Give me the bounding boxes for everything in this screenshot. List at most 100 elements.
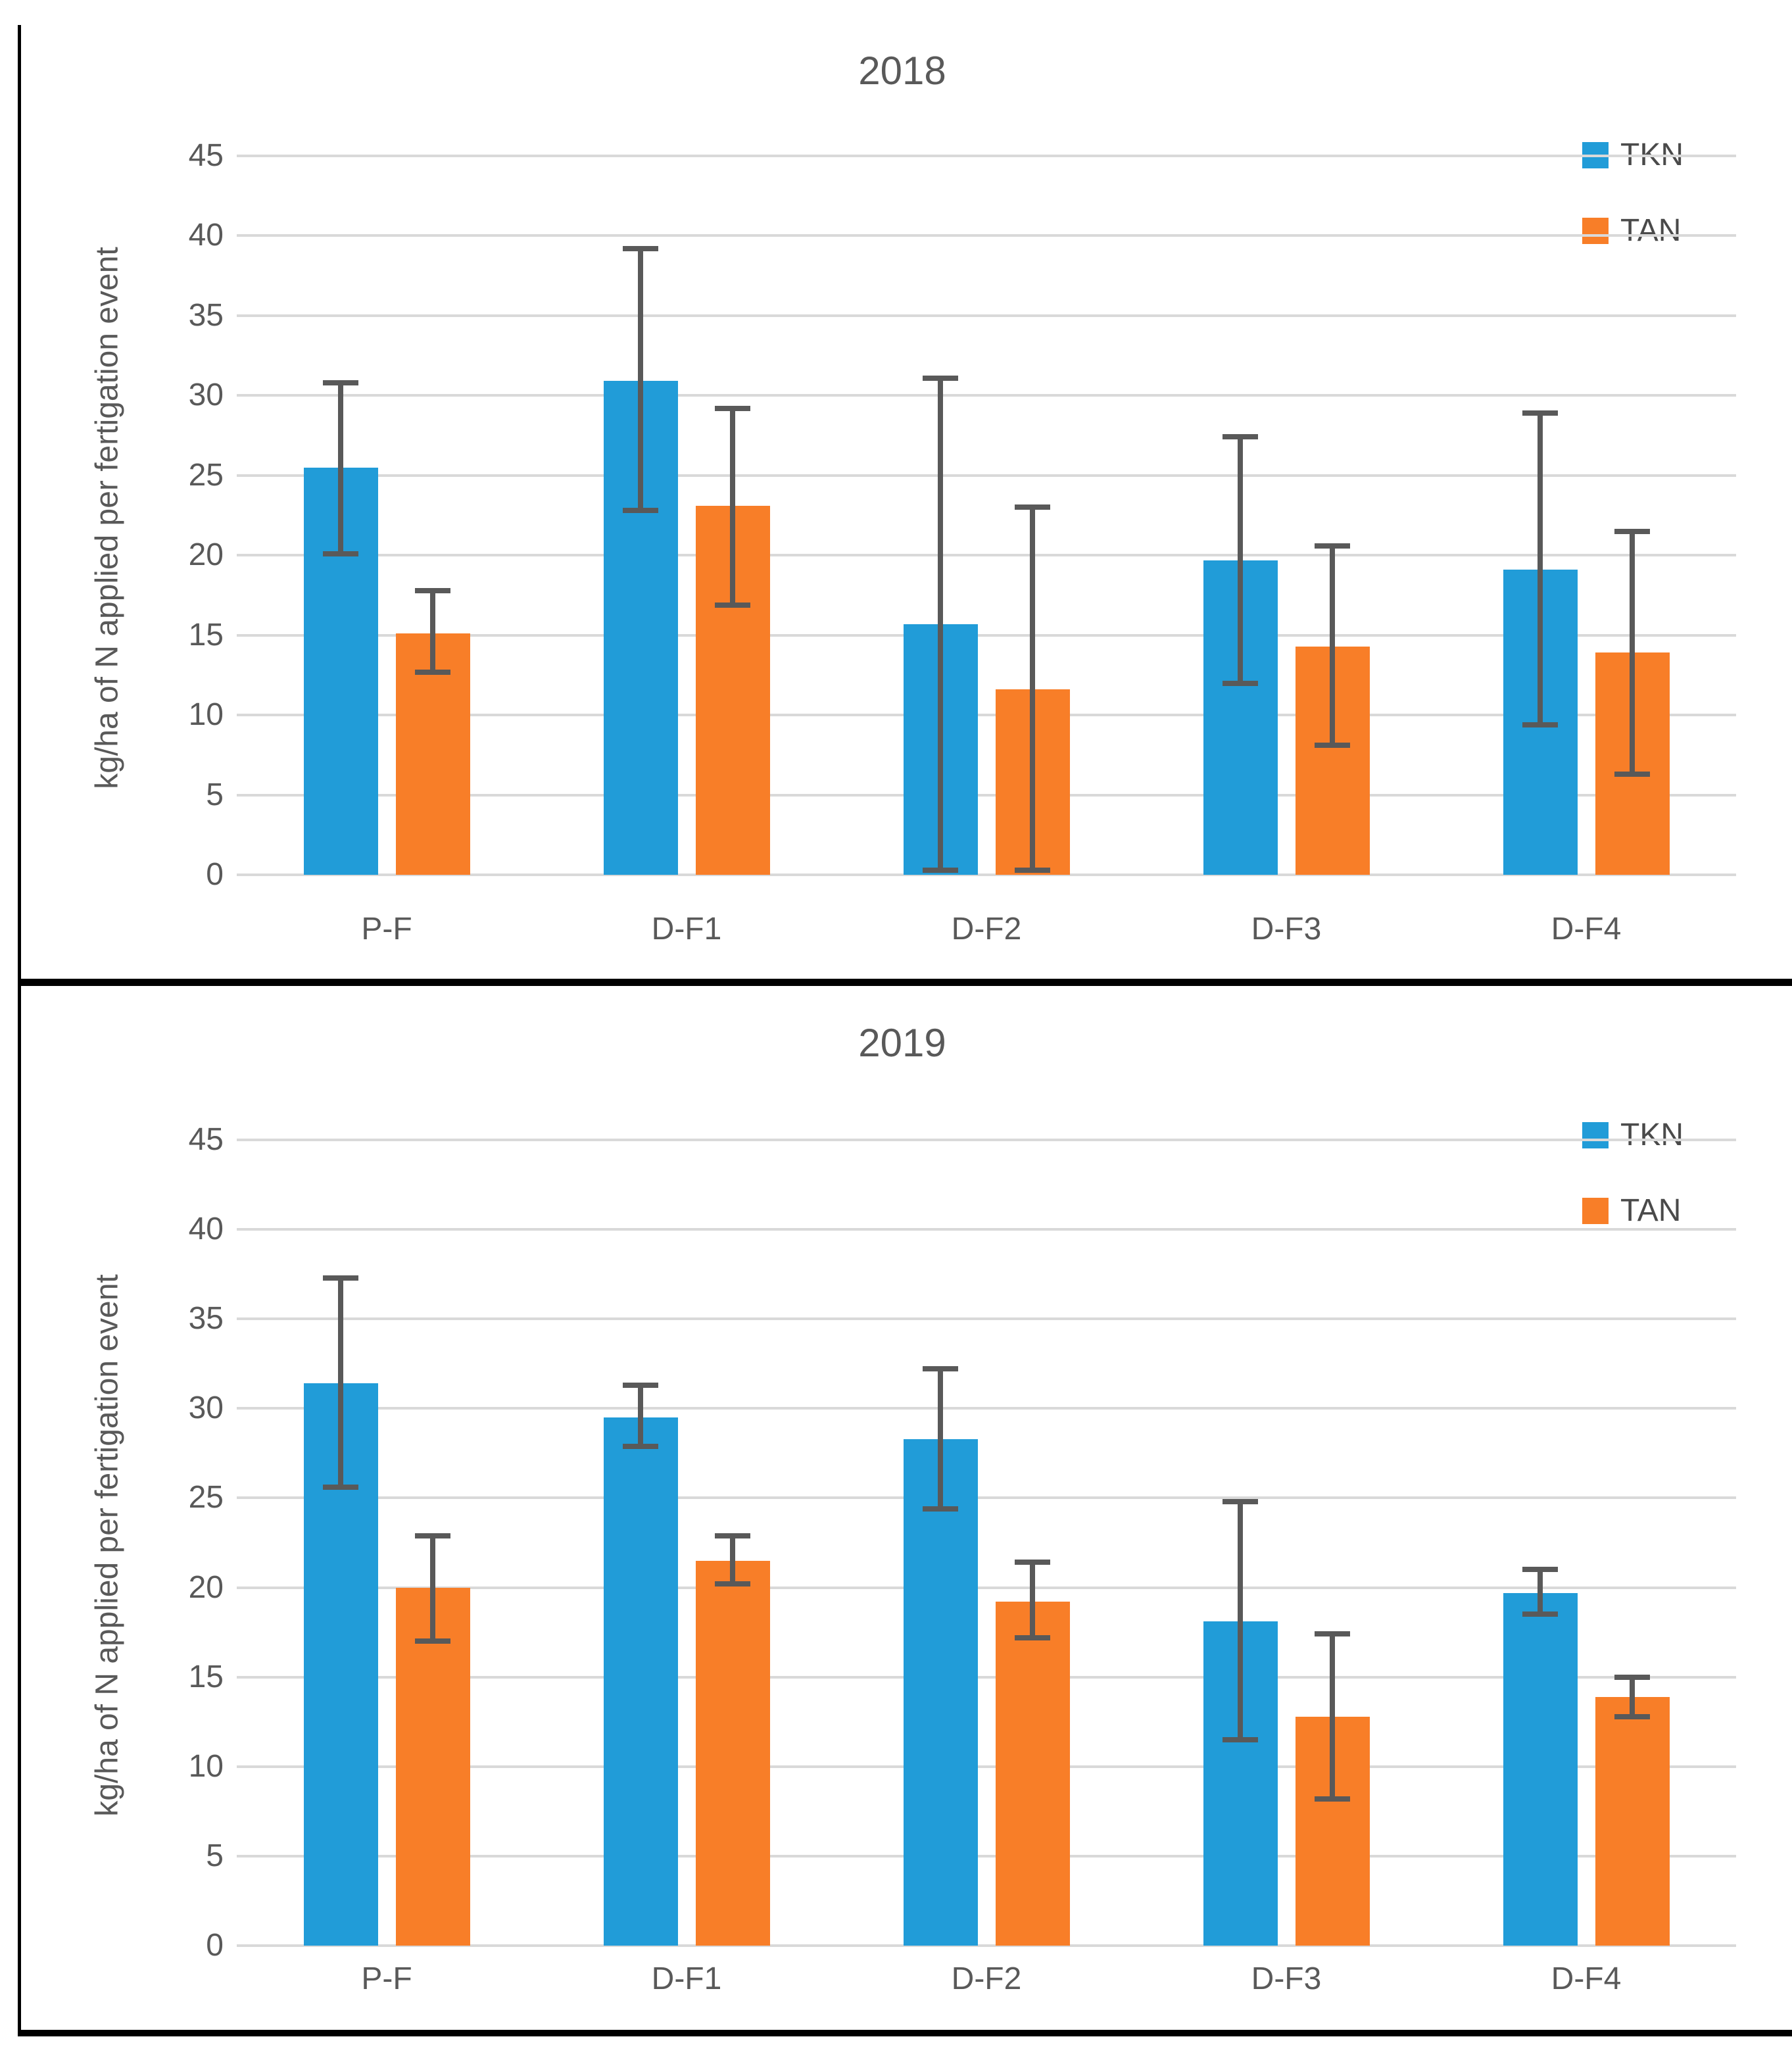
y-tick-label: 25 bbox=[188, 457, 224, 493]
legend-swatch-tan-icon bbox=[1582, 1198, 1609, 1224]
gridline-35 bbox=[237, 314, 1736, 317]
error-bar-tan-D-F3 bbox=[1330, 545, 1335, 746]
y-tick-label: 45 bbox=[188, 1122, 224, 1157]
error-cap-bottom-tan-D-F2 bbox=[1015, 1635, 1050, 1640]
error-cap-top-tkn-D-F3 bbox=[1223, 434, 1258, 440]
error-cap-bottom-tan-D-F3 bbox=[1315, 743, 1350, 749]
error-cap-bottom-tkn-D-F4 bbox=[1522, 1611, 1558, 1617]
gridline-15 bbox=[237, 1675, 1736, 1679]
error-cap-bottom-tkn-P-F bbox=[323, 551, 358, 556]
error-cap-top-tan-D-F2 bbox=[1015, 1560, 1050, 1565]
error-cap-top-tkn-P-F bbox=[323, 380, 358, 385]
gridline-45 bbox=[237, 1139, 1736, 1141]
y-tick-label: 15 bbox=[188, 1659, 224, 1694]
chart-title-2018: 2018 bbox=[858, 49, 946, 93]
error-cap-bottom-tan-P-F bbox=[415, 669, 450, 675]
legend-label-tan: TAN bbox=[1620, 213, 1682, 248]
error-bar-tan-D-F2 bbox=[1030, 1562, 1035, 1638]
error-cap-bottom-tkn-D-F2 bbox=[923, 1506, 958, 1512]
error-bar-tkn-D-F2 bbox=[938, 378, 943, 870]
error-bar-tan-P-F bbox=[430, 590, 435, 672]
gridline-20 bbox=[237, 554, 1736, 557]
y-tick-label: 20 bbox=[188, 537, 224, 573]
legend-swatch-tkn-icon bbox=[1582, 1122, 1609, 1148]
error-cap-bottom-tkn-D-F1 bbox=[623, 508, 658, 514]
legend-swatch-tan-icon bbox=[1582, 218, 1609, 244]
error-bar-tkn-P-F bbox=[338, 1277, 343, 1488]
error-cap-bottom-tan-D-F2 bbox=[1015, 867, 1050, 873]
x-category-label: D-F1 bbox=[651, 912, 722, 947]
error-cap-bottom-tkn-D-F3 bbox=[1223, 680, 1258, 686]
error-bar-tkn-P-F bbox=[338, 382, 343, 554]
gridline-10 bbox=[237, 714, 1736, 717]
error-cap-top-tkn-P-F bbox=[323, 1275, 358, 1281]
error-bar-tkn-D-F3 bbox=[1238, 437, 1243, 683]
legend-item-tan-2018: TAN bbox=[1582, 215, 1681, 247]
legend-item-tan-2019: TAN bbox=[1582, 1195, 1681, 1227]
error-cap-bottom-tkn-D-F4 bbox=[1522, 722, 1558, 727]
error-bar-tkn-D-F2 bbox=[938, 1369, 943, 1509]
error-cap-bottom-tkn-D-F1 bbox=[623, 1443, 658, 1449]
error-bar-tkn-D-F4 bbox=[1538, 413, 1543, 725]
error-cap-top-tan-D-F4 bbox=[1614, 1674, 1650, 1680]
gridline-15 bbox=[237, 633, 1736, 637]
error-cap-top-tan-P-F bbox=[415, 587, 450, 593]
gridline-0 bbox=[237, 1944, 1736, 1947]
y-tick-label: 40 bbox=[188, 1212, 224, 1247]
bar-tan-P-F bbox=[395, 1587, 470, 1946]
gridline-5 bbox=[237, 793, 1736, 797]
panel-divider bbox=[18, 979, 1792, 986]
error-cap-top-tan-P-F bbox=[415, 1533, 450, 1538]
error-cap-top-tkn-D-F3 bbox=[1223, 1498, 1258, 1504]
error-cap-top-tkn-D-F1 bbox=[623, 1382, 658, 1388]
chart-title-2019: 2019 bbox=[858, 1021, 946, 1065]
y-tick-label: 35 bbox=[188, 297, 224, 333]
x-category-label: D-F4 bbox=[1551, 1961, 1622, 1996]
y-tick-label: 30 bbox=[188, 378, 224, 413]
y-tick-label: 35 bbox=[188, 1301, 224, 1337]
error-bar-tkn-D-F4 bbox=[1538, 1569, 1543, 1615]
x-category-label: D-F3 bbox=[1251, 912, 1322, 947]
legend-label-tkn: TKN bbox=[1620, 1118, 1683, 1152]
y-tick-label: 10 bbox=[188, 1748, 224, 1784]
gridline-35 bbox=[237, 1317, 1736, 1321]
y-tick-label: 45 bbox=[188, 138, 224, 173]
legend-label-tan: TAN bbox=[1620, 1193, 1682, 1228]
y-tick-label: 25 bbox=[188, 1480, 224, 1515]
gridline-30 bbox=[237, 394, 1736, 397]
y-tick-label: 30 bbox=[188, 1390, 224, 1426]
bar-tkn-D-F4 bbox=[1503, 1592, 1578, 1946]
error-cap-top-tan-D-F3 bbox=[1315, 543, 1350, 549]
bar-tan-D-F1 bbox=[695, 1560, 770, 1946]
gridline-25 bbox=[237, 1496, 1736, 1500]
gridline-10 bbox=[237, 1765, 1736, 1768]
error-cap-top-tan-D-F1 bbox=[715, 1533, 750, 1538]
error-bar-tkn-D-F1 bbox=[638, 248, 643, 511]
error-cap-top-tkn-D-F2 bbox=[923, 1366, 958, 1372]
bar-tkn-D-F1 bbox=[603, 1417, 678, 1946]
x-category-label: D-F2 bbox=[951, 1961, 1022, 1996]
y-tick-label: 5 bbox=[206, 1838, 224, 1873]
gridline-40 bbox=[237, 1228, 1736, 1231]
error-cap-bottom-tkn-D-F2 bbox=[923, 867, 958, 873]
gridline-20 bbox=[237, 1586, 1736, 1589]
error-bar-tan-P-F bbox=[430, 1535, 435, 1642]
error-cap-top-tkn-D-F4 bbox=[1522, 1567, 1558, 1573]
y-tick-label: 15 bbox=[188, 617, 224, 652]
gridline-30 bbox=[237, 1407, 1736, 1410]
bar-tan-D-F4 bbox=[1595, 1696, 1670, 1946]
error-cap-bottom-tan-D-F4 bbox=[1614, 1713, 1650, 1719]
error-cap-top-tan-D-F1 bbox=[715, 405, 750, 411]
error-bar-tan-D-F4 bbox=[1630, 531, 1635, 774]
error-cap-bottom-tan-D-F1 bbox=[715, 1581, 750, 1587]
y-tick-label: 40 bbox=[188, 218, 224, 253]
error-bar-tkn-D-F3 bbox=[1238, 1501, 1243, 1740]
error-cap-bottom-tan-D-F3 bbox=[1315, 1796, 1350, 1802]
gridline-0 bbox=[237, 873, 1736, 876]
gridline-25 bbox=[237, 474, 1736, 477]
error-cap-top-tkn-D-F1 bbox=[623, 245, 658, 251]
x-category-label: D-F2 bbox=[951, 912, 1022, 947]
gridline-5 bbox=[237, 1854, 1736, 1857]
error-cap-top-tkn-D-F4 bbox=[1522, 410, 1558, 416]
